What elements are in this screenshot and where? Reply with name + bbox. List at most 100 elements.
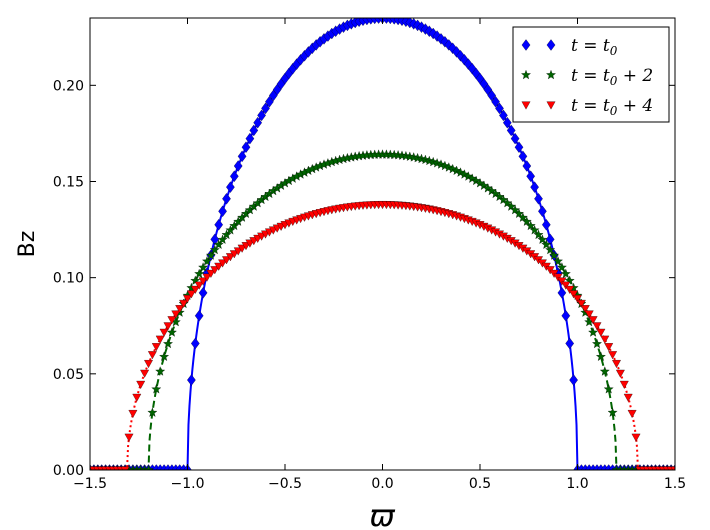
data-point [206,269,216,278]
y-axis-label: Bz [15,231,40,258]
data-point [670,466,675,470]
data-point [245,132,255,145]
data-point [217,234,228,244]
data-point [237,150,247,163]
data-point [565,337,575,350]
data-point [573,295,582,304]
legend-label: t = t0 + 4 [571,96,653,118]
data-point [569,290,579,299]
legend-label: t = t0 + 2 [571,66,653,88]
legend-marker [546,69,556,80]
legend-marker [521,101,531,110]
data-point [210,266,220,275]
data-point [147,407,158,417]
data-point [209,244,220,255]
data-point [175,305,185,314]
data-point [541,219,551,231]
data-point [596,328,606,337]
data-point [576,299,586,308]
data-point [202,273,212,282]
x-tick-label: −1.0 [171,476,205,492]
data-point [475,178,485,188]
data-point [604,343,614,352]
data-point [198,277,208,286]
data-point [502,116,512,129]
legend-item-2: t = t0 + 2 [521,66,653,88]
data-point [194,281,204,290]
data-point [163,322,173,331]
data-point [144,360,153,369]
data-point [151,384,162,394]
data-point [541,239,552,249]
legend-marker [546,39,556,51]
legend-item-3: t = t0 + 4 [521,96,653,118]
x-tick-label: 1.0 [566,476,588,492]
data-point [265,96,274,108]
data-point [467,62,477,75]
y-tick-label: 0.20 [53,78,84,94]
data-point [179,299,189,308]
data-point [226,181,235,193]
data-point [612,360,621,369]
data-point [529,225,540,235]
data-point [569,374,578,386]
data-point [592,322,602,331]
data-point [194,310,204,322]
data-point [261,102,270,115]
x-tick-label: 0.0 [371,476,393,492]
data-point [538,205,547,218]
data-point [595,351,606,361]
data-point [205,250,216,260]
data-point [522,160,532,172]
data-point [456,49,465,62]
legend-box [512,26,670,123]
data-point [218,205,227,218]
data-point [198,287,208,299]
data-point [553,256,563,266]
data-point [249,124,259,137]
data-point [478,180,489,190]
data-point [194,268,205,279]
data-point [534,193,543,205]
data-point [521,216,532,226]
data-point [499,109,508,122]
y-tick-label: 0.05 [53,367,84,383]
data-point [506,124,516,137]
data-point [588,327,599,337]
data-point [510,132,520,145]
data-point [619,380,629,389]
data-point [580,305,590,314]
data-point [526,170,536,182]
data-point [253,116,263,129]
data-point [202,256,212,266]
x-tick-label: −0.5 [268,476,302,492]
y-tick-label: 0.00 [53,463,84,479]
data-point [487,89,497,102]
data-point [495,102,504,115]
data-point [448,42,458,55]
data-point [514,141,524,153]
data-point [225,225,236,235]
data-point [229,170,239,182]
data-point [592,338,602,349]
data-point [623,393,633,402]
data-point [564,275,575,285]
data-point [557,287,567,299]
data-point [560,268,571,279]
data-point [128,410,138,419]
data-point [584,310,594,319]
data-point [588,316,598,325]
x-tick-label: 1.5 [664,476,686,492]
data-point [561,310,571,322]
data-point [257,109,266,122]
legend-marker [546,101,556,110]
data-point [218,259,228,268]
data-point [190,285,200,294]
data-point [556,262,567,272]
legend-item-1: t = t0 [521,36,618,58]
legend: t = t0 t = t0 + 2 t = t0 + 4 [512,26,670,123]
data-point [599,366,610,376]
data-point [155,366,166,376]
y-tick-label: 0.10 [53,271,84,287]
